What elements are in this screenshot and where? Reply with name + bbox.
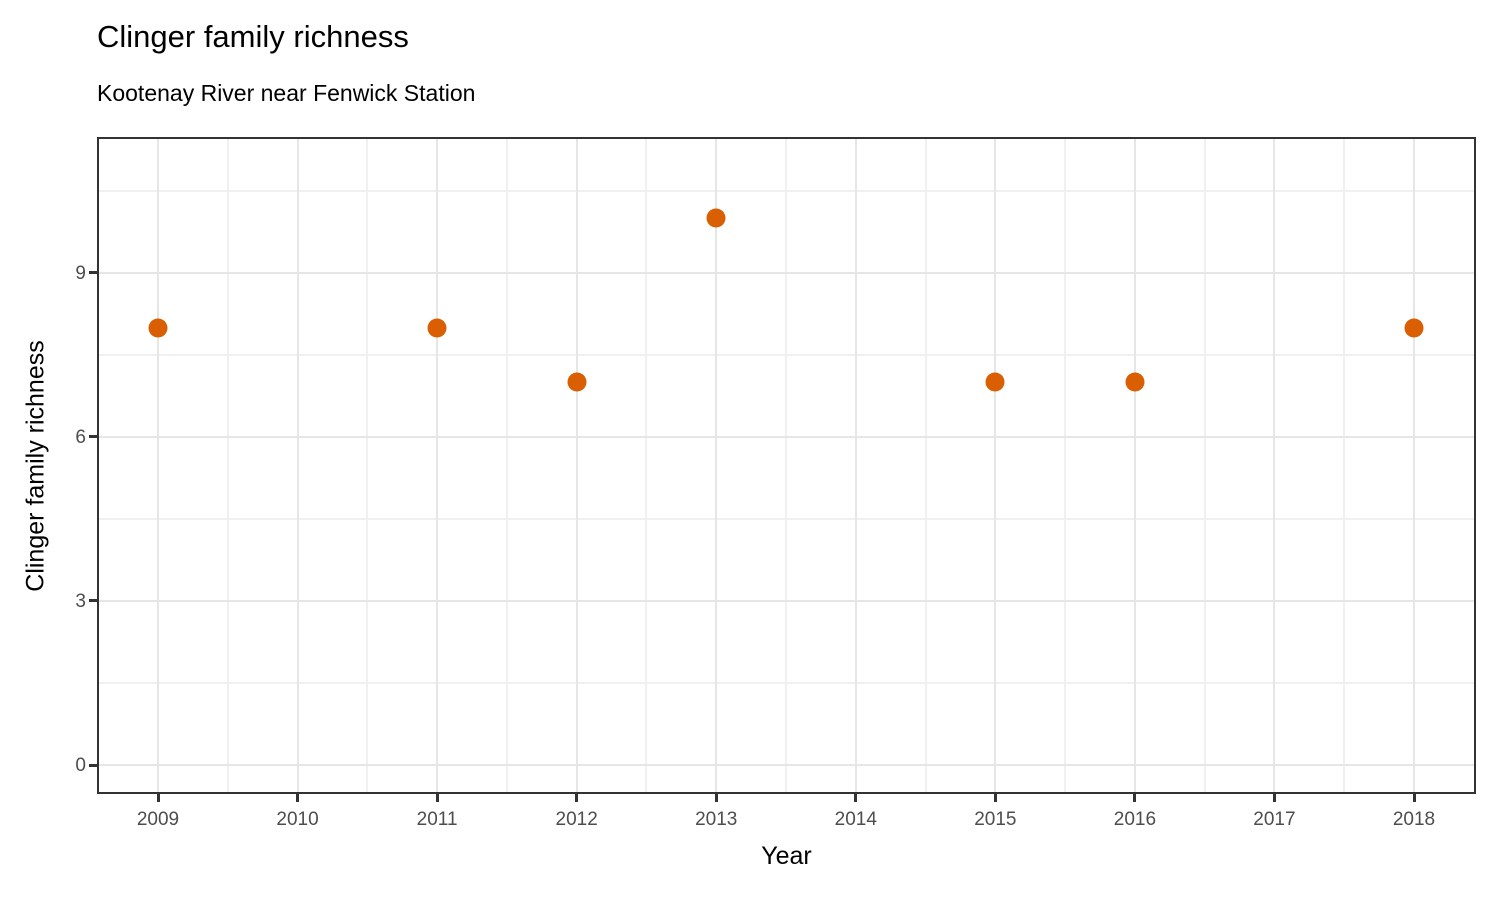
x-axis-tick-label: 2018 xyxy=(1392,809,1436,830)
gridline-major-horizontal xyxy=(99,599,1474,602)
chart-title: Clinger family richness xyxy=(97,19,409,54)
x-axis-tick-label: 2016 xyxy=(1113,809,1157,830)
x-axis-tick-label: 2009 xyxy=(136,809,180,830)
gridline-minor-vertical xyxy=(924,139,927,792)
y-axis-title: Clinger family richness xyxy=(21,340,50,592)
x-axis-tick xyxy=(575,794,579,802)
y-axis-tick xyxy=(89,271,97,275)
x-axis-tick xyxy=(1133,794,1137,802)
gridline-major-vertical xyxy=(436,139,439,792)
gridline-major-vertical xyxy=(157,139,159,792)
y-axis-tick xyxy=(89,435,97,439)
gridline-minor-vertical xyxy=(1064,139,1067,792)
x-axis-tick-label: 2017 xyxy=(1253,809,1296,830)
gridline-major-vertical xyxy=(1273,139,1276,792)
gridline-major-vertical xyxy=(1133,139,1136,792)
gridline-major-horizontal xyxy=(99,435,1474,438)
x-axis-tick xyxy=(156,794,160,802)
x-axis-tick xyxy=(1412,794,1416,802)
y-axis-tick-label: 3 xyxy=(75,590,86,612)
x-axis-tick xyxy=(296,794,300,802)
data-point xyxy=(1125,372,1145,392)
x-axis-tick xyxy=(993,794,997,802)
gridline-minor-vertical xyxy=(1203,139,1206,792)
y-axis-tick xyxy=(89,763,97,767)
y-axis-tick xyxy=(89,599,97,603)
gridline-major-vertical xyxy=(296,139,299,792)
gridline-major-vertical xyxy=(854,139,857,792)
x-axis-tick xyxy=(714,794,718,802)
y-axis-tick-label: 0 xyxy=(75,755,86,776)
gridline-major-vertical xyxy=(575,139,578,792)
x-axis-tick-label: 2010 xyxy=(276,809,319,830)
x-axis-tick-label: 2015 xyxy=(974,809,1017,830)
plot-panel xyxy=(97,137,1476,794)
data-point xyxy=(985,372,1005,392)
data-point xyxy=(148,318,168,338)
gridline-minor-vertical xyxy=(505,139,508,792)
gridline-major-vertical xyxy=(715,139,718,792)
gridline-minor-vertical xyxy=(645,139,648,792)
y-axis-tick-label: 9 xyxy=(75,262,86,284)
gridline-minor-vertical xyxy=(1343,139,1346,792)
x-axis-tick-label: 2013 xyxy=(695,809,738,830)
gridline-minor-vertical xyxy=(366,139,369,792)
data-point xyxy=(427,318,447,338)
y-axis-tick-label: 6 xyxy=(75,426,86,448)
gridline-major-vertical xyxy=(994,139,997,792)
x-axis-tick xyxy=(1272,794,1276,802)
data-point xyxy=(567,372,587,392)
x-axis-tick-label: 2012 xyxy=(555,809,598,830)
gridline-major-horizontal xyxy=(99,271,1474,274)
gridline-major-horizontal xyxy=(99,764,1474,766)
x-axis-title: Year xyxy=(761,842,812,870)
gridline-minor-vertical xyxy=(226,139,229,792)
x-axis-tick xyxy=(435,794,439,802)
x-axis-tick-label: 2011 xyxy=(416,809,458,830)
data-point xyxy=(706,208,726,228)
chart-subtitle: Kootenay River near Fenwick Station xyxy=(97,80,476,106)
gridline-major-vertical xyxy=(1413,139,1415,792)
gridline-minor-vertical xyxy=(785,139,787,792)
x-axis-tick xyxy=(854,794,858,802)
data-point xyxy=(1404,318,1424,338)
x-axis-tick-label: 2014 xyxy=(834,809,877,830)
